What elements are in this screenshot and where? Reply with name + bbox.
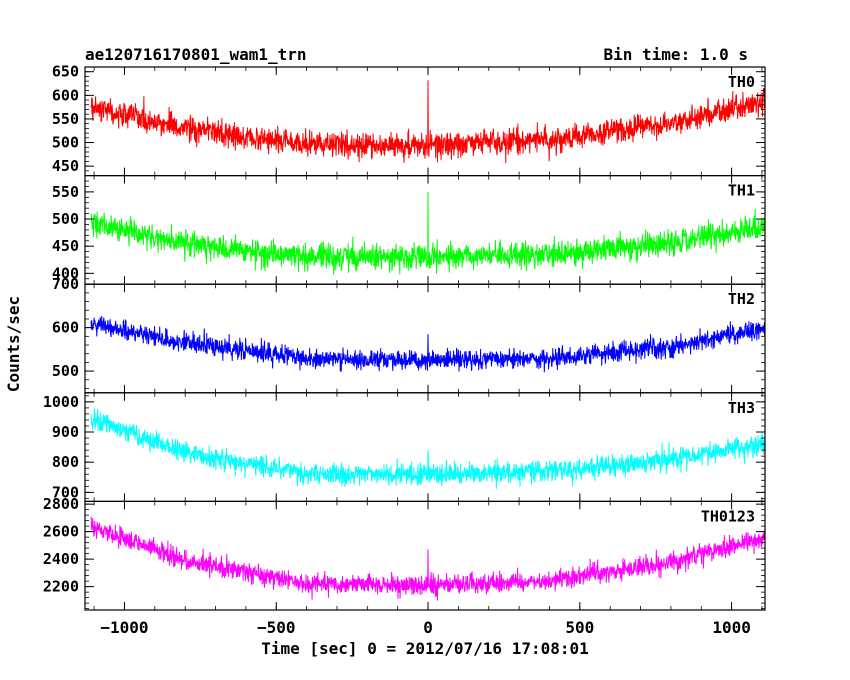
x-tick-label: 500 (565, 618, 594, 637)
x-axis-label: Time [sec] 0 = 2012/07/16 17:08:01 (261, 639, 589, 658)
y-tick-label: 400 (52, 264, 79, 282)
panel-frame (84, 500, 766, 611)
panel-th0123: 2200 2400 2600 2800 TH0123 (43, 495, 766, 611)
y-tick-label: 800 (52, 453, 79, 471)
y-tick-label: 550 (52, 110, 79, 128)
panel-th2: 500 600 700 TH2 (52, 275, 766, 394)
panel-name: TH0 (728, 73, 755, 91)
chart-title-right: Bin time: 1.0 s (604, 45, 749, 64)
y-axis-label: Counts/sec (4, 296, 23, 392)
series-line-th0123 (90, 516, 765, 601)
y-tick-label: 450 (52, 157, 79, 175)
x-axis: −1000 −500 0 500 1000 (100, 618, 750, 637)
panel-name: TH2 (728, 290, 755, 308)
y-tick-label: 450 (52, 237, 79, 255)
y-tick-label: 900 (52, 423, 79, 441)
panel-th0: 450 500 550 600 650 TH0 (52, 63, 766, 177)
y-tick-label: 700 (52, 275, 79, 293)
y-tick-label: 500 (52, 210, 79, 228)
panels-group: 450 500 550 600 650 TH0 400 450 500 550 TH1 500 600 7… (43, 63, 766, 611)
x-tick-label: −1000 (100, 618, 148, 637)
y-tick-label: 550 (52, 183, 79, 201)
y-tick-label: 500 (52, 362, 79, 380)
y-tick-label: 600 (52, 86, 79, 104)
series-line-th3 (90, 408, 765, 489)
y-tick-label: 1000 (43, 393, 79, 411)
x-tick-label: 1000 (712, 618, 751, 637)
y-tick-label: 500 (52, 134, 79, 152)
y-tick-label: 2600 (43, 523, 79, 541)
y-tick-label: 600 (52, 319, 79, 337)
panel-name: TH3 (728, 399, 755, 417)
series-line-th1 (90, 191, 765, 275)
y-tick-label: 700 (52, 483, 79, 501)
panel-name: TH0123 (701, 507, 755, 525)
panel-th3: 700 800 900 1000 TH3 (43, 392, 766, 502)
y-tick-label: 2800 (43, 495, 79, 513)
y-tick-label: 650 (52, 63, 79, 81)
panel-name: TH1 (728, 182, 755, 200)
y-tick-label: 2200 (43, 578, 79, 596)
x-tick-label: 0 (423, 618, 433, 637)
series-line-th2 (90, 315, 765, 373)
y-tick-label: 2400 (43, 550, 79, 568)
series-line-th0 (90, 80, 765, 164)
chart-title-left: ae120716170801_wam1_trn (85, 45, 307, 64)
panel-th1: 400 450 500 550 TH1 (52, 175, 766, 285)
panel-frame (84, 175, 766, 285)
x-tick-label: −500 (257, 618, 296, 637)
